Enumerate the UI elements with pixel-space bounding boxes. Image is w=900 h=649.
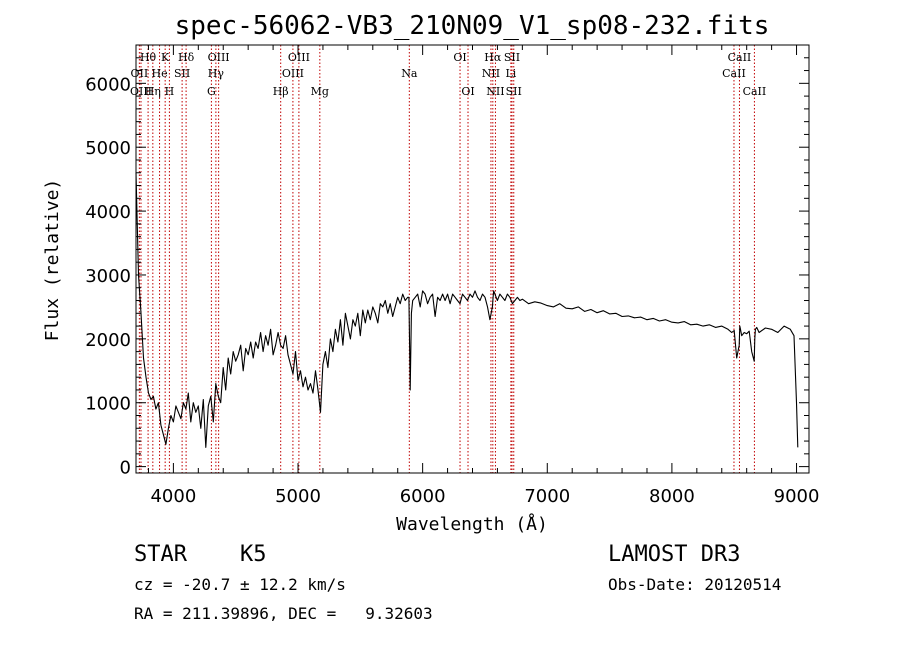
axes: 4000 5000 6000 7000 8000 9000 0 1000 2000 3000 400… [85, 44, 820, 507]
y-tick-label: 1000 [85, 394, 131, 415]
line-label: Hη [145, 85, 161, 98]
y-tick-label: 2000 [85, 330, 131, 351]
object-class: STAR [134, 542, 187, 567]
line-label: OII [131, 67, 149, 80]
x-tick-label: 4000 [150, 486, 196, 507]
spectrum-chart: 4000 5000 6000 7000 8000 9000 0 1000 2000 3000 400… [42, 11, 820, 535]
obs-date: Obs-Date: 20120514 [608, 575, 782, 594]
line-label: CaII [728, 51, 752, 64]
coordinates: RA = 211.39896, DEC = 9.32603 [134, 604, 433, 623]
plot-frame [135, 44, 810, 474]
line-markers [138, 45, 755, 473]
line-label: OI [453, 51, 466, 64]
y-tick-label: 4000 [85, 202, 131, 223]
line-label: SII [506, 85, 522, 98]
line-label: SII [174, 67, 190, 80]
line-label: Hβ [273, 85, 289, 98]
line-label: CaII [722, 67, 746, 80]
spectrum-plot [135, 172, 799, 448]
line-label: Hδ [178, 51, 195, 64]
x-tick-label: 6000 [400, 486, 446, 507]
line-label: Mg [311, 85, 329, 98]
line-label: SII [504, 51, 520, 64]
line-label: G [207, 85, 216, 98]
line-label: NII [482, 67, 500, 80]
x-axis-label: Wavelength (Å) [396, 513, 548, 535]
line-label: OIII [130, 85, 152, 98]
y-tick-label: 0 [120, 458, 131, 479]
line-label: Hα [484, 51, 502, 64]
line-label: He [152, 67, 168, 80]
x-tick-label: 5000 [275, 486, 321, 507]
line-label: OI [461, 85, 474, 98]
line-label: OIII [282, 67, 304, 80]
line-label: Li [505, 67, 516, 80]
chart-title: spec-56062-VB3_210N09_V1_sp08-232.fits [175, 11, 770, 41]
y-tick-label: 6000 [85, 74, 131, 95]
line-label: OIII [288, 51, 310, 64]
line-label: Hθ [140, 51, 157, 64]
x-tick-label: 9000 [774, 486, 820, 507]
y-tick-label: 5000 [85, 138, 131, 159]
y-axis-label: Flux (relative) [42, 179, 63, 342]
spectrum-line [135, 172, 799, 448]
redshift-cz: cz = -20.7 ± 12.2 km/s [134, 575, 346, 594]
line-label: NII [486, 85, 504, 98]
y-tick-label: 3000 [85, 266, 131, 287]
line-label: H [165, 85, 175, 98]
x-tick-label: 7000 [524, 486, 570, 507]
line-label: Na [401, 67, 418, 80]
line-label: OIII [208, 51, 230, 64]
line-label: CaII [743, 85, 767, 98]
line-label: Hγ [208, 67, 225, 80]
x-tick-label: 8000 [649, 486, 695, 507]
survey-name: LAMOST DR3 [608, 542, 741, 567]
line-label: K [161, 51, 170, 64]
object-subclass: K5 [240, 542, 267, 567]
